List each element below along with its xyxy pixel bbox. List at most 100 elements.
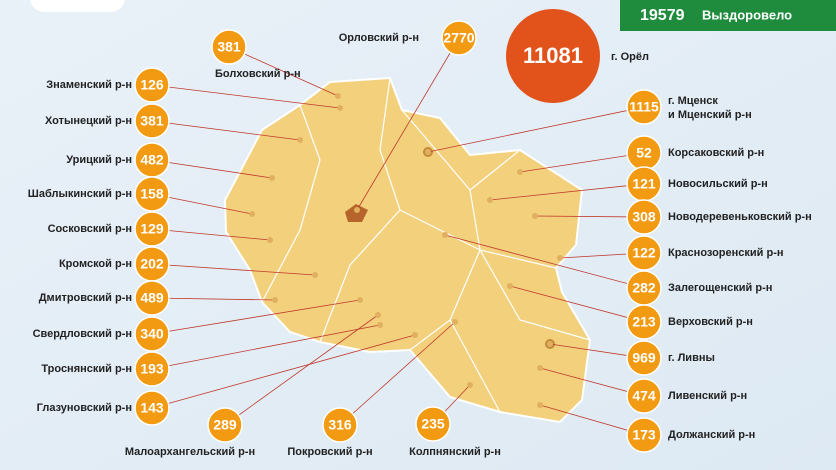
district-circle — [207, 407, 243, 443]
leader-line — [151, 297, 276, 301]
target-dot — [442, 232, 448, 238]
district-circle — [626, 378, 662, 414]
district-circle — [134, 390, 170, 426]
district-circle — [134, 176, 170, 212]
target-dot — [467, 382, 473, 388]
district-value: 52 — [636, 145, 652, 161]
district-value: 1115 — [629, 99, 659, 115]
district-name: Хотынецкий р-н — [45, 115, 132, 127]
target-dot — [425, 149, 431, 155]
leader-line — [151, 324, 381, 370]
leader-line — [151, 84, 341, 109]
district-name: и Мценский р-н — [668, 109, 752, 121]
target-dot — [297, 137, 303, 143]
district-circle — [134, 280, 170, 316]
district-value: 381 — [140, 113, 164, 129]
district-value: 213 — [632, 314, 656, 330]
leader-line — [539, 404, 645, 436]
district-value: 474 — [632, 388, 656, 404]
district-value: 158 — [140, 186, 164, 202]
leader-line — [224, 314, 379, 426]
leader-line — [228, 46, 339, 97]
district-name: Ливенский р-н — [668, 390, 747, 402]
target-dot — [532, 213, 538, 219]
target-dot — [337, 105, 343, 111]
target-dot — [547, 341, 553, 347]
recovered-value: 19579 — [640, 7, 685, 24]
district-value: 482 — [140, 152, 164, 168]
district-value: 121 — [632, 176, 656, 192]
district-value: 143 — [140, 400, 164, 416]
target-dot — [487, 197, 493, 203]
district-circle — [134, 351, 170, 387]
district-name: Урицкий р-н — [66, 154, 132, 166]
leader-line — [489, 183, 645, 201]
district-value: 381 — [217, 39, 241, 55]
target-dot — [557, 255, 563, 261]
district-value: 282 — [632, 280, 656, 296]
target-dot — [357, 297, 363, 303]
leader-line — [151, 299, 361, 335]
target-dot — [507, 283, 513, 289]
district-name: Корсаковский р-н — [668, 147, 764, 159]
district-name: Верховский р-н — [668, 316, 753, 328]
leader-line — [151, 263, 316, 276]
district-circle — [415, 406, 451, 442]
city-circle — [506, 9, 600, 103]
target-dot — [537, 402, 543, 408]
target-dot — [269, 175, 275, 181]
district-name: Сосковский р-н — [48, 223, 132, 235]
target-dot — [452, 319, 458, 325]
orel-city-shape — [345, 204, 368, 222]
district-value: 2770 — [443, 30, 474, 46]
district-name: Должанский р-н — [668, 429, 755, 441]
leader-line — [151, 334, 416, 409]
target-dot — [412, 332, 418, 338]
target-dot — [377, 322, 383, 328]
target-dot — [375, 312, 381, 318]
district-name: Новодеревеньковский р-н — [668, 211, 812, 223]
district-name: Дмитровский р-н — [39, 292, 132, 304]
district-circle — [134, 103, 170, 139]
district-circle — [626, 304, 662, 340]
district-value: 173 — [632, 427, 656, 443]
district-circle — [322, 407, 358, 443]
district-value: 129 — [140, 221, 164, 237]
district-circle — [626, 199, 662, 235]
target-dot — [249, 211, 255, 217]
district-name: Болховский р-н — [215, 68, 301, 80]
district-circle — [441, 20, 477, 56]
district-name: Орловский р-н — [339, 32, 419, 44]
district-circle — [134, 67, 170, 103]
city-name: г. Орёл — [611, 51, 649, 63]
district-name: Глазуновский р-н — [37, 402, 132, 414]
district-circle — [134, 316, 170, 352]
corner-shape — [30, 0, 125, 12]
target-dot — [312, 272, 318, 278]
district-circle — [626, 235, 662, 271]
recovered-box — [620, 0, 836, 31]
district-value: 122 — [632, 245, 656, 261]
district-borders — [261, 77, 591, 413]
district-name: Кромской р-н — [59, 258, 132, 270]
district-value: 340 — [140, 326, 164, 342]
district-circle — [134, 211, 170, 247]
district-circle — [626, 89, 662, 125]
district-value: 235 — [421, 416, 445, 432]
target-dot — [537, 365, 543, 371]
district-name: Малоархангельский р-н — [125, 446, 255, 458]
district-value: 308 — [632, 209, 656, 225]
district-name: Новосильский р-н — [668, 178, 768, 190]
leader-line — [151, 159, 273, 179]
district-name: Свердловский р-н — [33, 328, 132, 340]
district-circle — [211, 29, 247, 65]
district-value: 289 — [213, 417, 237, 433]
leader-line — [519, 152, 645, 173]
leader-line — [444, 234, 645, 289]
leader-line — [539, 367, 645, 397]
leader-line — [509, 285, 645, 323]
leader-line — [356, 37, 460, 211]
region-map — [223, 76, 592, 424]
